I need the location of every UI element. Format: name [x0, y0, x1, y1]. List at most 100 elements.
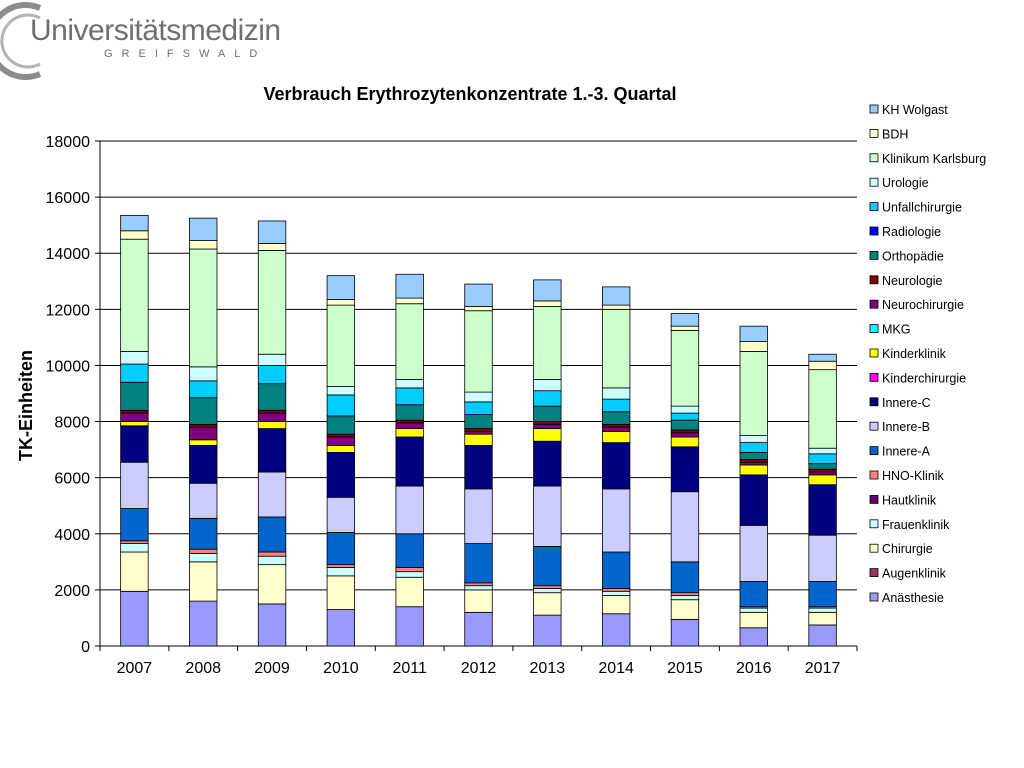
bar-segment	[808, 581, 837, 608]
bar-segment	[189, 423, 218, 428]
bar-segment	[189, 600, 218, 647]
bar-segment	[601, 411, 631, 425]
bar-segment	[670, 599, 700, 620]
bar-segment	[189, 380, 218, 399]
bar-segment	[670, 592, 700, 596]
bar-segment	[739, 627, 768, 647]
legend-label: Unfallchirurgie	[882, 201, 962, 215]
bar-segment	[189, 397, 218, 425]
bar-segment	[189, 548, 218, 554]
bar-segment	[533, 390, 562, 407]
bar-segment	[601, 423, 631, 428]
bar-segment	[739, 325, 768, 342]
bar-segment	[808, 607, 837, 613]
bar-segment	[395, 379, 424, 389]
bar-segment	[120, 543, 149, 553]
bar-segment	[395, 436, 424, 487]
chart-title: Verbrauch Erythrozytenkonzentrate 1.-3. …	[263, 84, 677, 104]
logo-name: Universitätsmedizin	[30, 14, 281, 47]
bar-segment	[257, 471, 287, 518]
legend-label: Neurologie	[882, 274, 943, 288]
bar-segment	[257, 365, 287, 385]
legend-swatch	[869, 153, 879, 163]
bar-segment	[257, 243, 287, 251]
bar-segment	[533, 300, 562, 307]
bar-segment	[326, 445, 356, 453]
x-tick-label: 2013	[530, 660, 566, 677]
bar-segment	[326, 394, 356, 417]
y-tick-label: 18000	[46, 134, 91, 151]
logo-subtitle: GREIFSWALD	[104, 48, 267, 60]
bar-segment	[464, 414, 493, 429]
bar-segment	[670, 313, 700, 327]
bar-segment	[464, 310, 493, 393]
bar-segment	[601, 588, 631, 592]
legend-swatch	[869, 202, 879, 212]
bar-segment	[120, 238, 149, 352]
bar-segment	[739, 459, 768, 463]
bar-segment	[808, 353, 837, 362]
bar-segment	[326, 433, 356, 438]
bar-segment	[189, 482, 218, 519]
legend-label: Augenklinik	[882, 567, 947, 581]
bar-segment	[395, 404, 424, 421]
bar-segment	[739, 442, 768, 453]
bar-segment	[601, 387, 631, 400]
bar-segment	[326, 304, 356, 387]
bar-segment	[464, 283, 493, 307]
bar-segment	[670, 595, 700, 601]
legend-swatch	[869, 446, 879, 456]
bar-segment	[601, 426, 631, 432]
bar-segment	[739, 611, 768, 629]
x-tick-label: 2010	[323, 660, 359, 677]
bar-segment	[257, 220, 287, 244]
university-logo: Universitätsmedizin GREIFSWALD	[0, 0, 300, 80]
bar-segment	[257, 353, 287, 366]
bar-segment	[464, 430, 493, 435]
bar-segment	[739, 524, 768, 582]
bar-segment	[120, 230, 149, 240]
bar-segment	[257, 564, 287, 605]
bar-segment	[808, 611, 837, 626]
legend-swatch	[869, 226, 879, 236]
bar-segment	[257, 555, 287, 566]
bar-segment	[120, 425, 149, 463]
bar-segment	[601, 286, 631, 306]
y-axis-title: TK-Einheiten	[16, 350, 36, 461]
bar-segment	[257, 428, 287, 473]
bar-segment	[326, 452, 356, 498]
bar-segment	[395, 422, 424, 429]
bar-segment	[326, 609, 356, 647]
y-tick-label: 10000	[46, 358, 91, 375]
legend-swatch	[869, 324, 879, 334]
legend-label: Kinderchirurgie	[882, 371, 966, 385]
legend-label: Innere-A	[882, 445, 931, 459]
bar-segment	[189, 517, 218, 550]
legend-label: Innere-C	[882, 396, 931, 410]
x-tick-label: 2015	[667, 660, 703, 677]
bar-segment	[326, 575, 356, 610]
bar-segment	[120, 508, 149, 542]
bar-segment	[120, 381, 149, 411]
legend-label: Radiologie	[882, 225, 941, 239]
bar-segment	[257, 383, 287, 411]
bar-segment	[670, 419, 700, 431]
bar-segment	[670, 561, 700, 594]
bar-segment	[808, 471, 837, 476]
legend-swatch	[869, 519, 879, 529]
legend-swatch	[869, 348, 879, 358]
bar-segment	[601, 304, 631, 310]
bar-segment	[189, 426, 218, 441]
bar-segment	[326, 564, 356, 568]
bar-segment	[739, 461, 768, 466]
bar-segment	[326, 567, 356, 577]
legend-swatch	[869, 128, 879, 138]
legend-swatch	[869, 568, 879, 577]
bar-segment	[533, 306, 562, 380]
bar-segment	[120, 540, 149, 544]
legend-swatch	[869, 177, 879, 187]
bar-segment	[739, 351, 768, 436]
bar-segment	[601, 613, 631, 647]
bar-segment	[533, 279, 562, 302]
